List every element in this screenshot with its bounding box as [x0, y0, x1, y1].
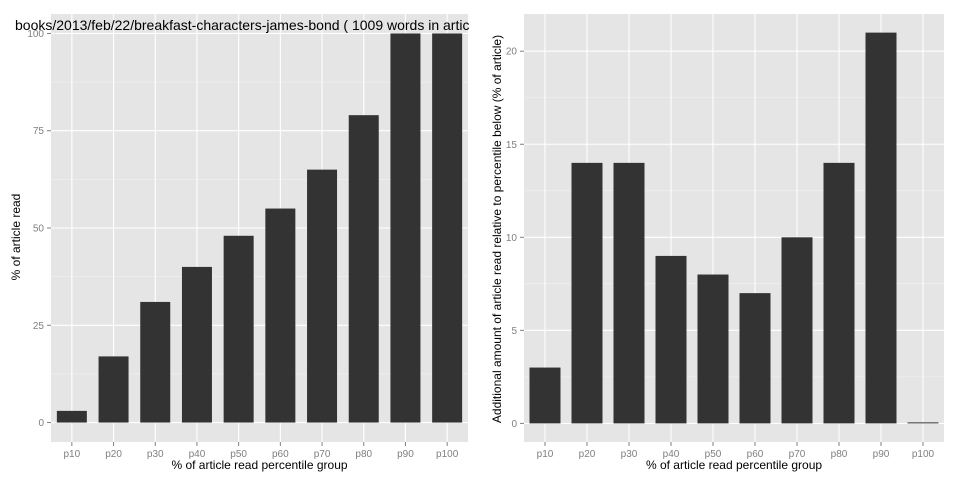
bar-p60: [265, 208, 296, 423]
bar-p40: [181, 266, 212, 423]
right-bars: [529, 32, 939, 424]
bar-p50: [223, 235, 254, 423]
y-tick-label: 15: [506, 140, 518, 151]
x-tick-label-p30: p30: [147, 449, 164, 460]
x-tick-label-p40: p40: [189, 449, 206, 460]
right-y-axis-title: Additional amount of article read relati…: [490, 35, 504, 423]
chart-right: 0 5 10 15 20 p10 p20 p30 p40 p50 p60 p70 p80 p90 p100…: [490, 14, 944, 472]
bar-p50: [697, 274, 729, 424]
x-tick-label-p90: p90: [873, 449, 890, 460]
x-tick-label-p20: p20: [105, 449, 122, 460]
bar-p10: [56, 410, 87, 423]
right-x-axis: p10 p20 p30 p40 p50 p60 p70 p80 p90 p100: [537, 442, 935, 460]
bar-p70: [781, 237, 813, 424]
left-chart-title: books/2013/feb/22/breakfast-characters-j…: [15, 17, 469, 33]
bar-p90: [865, 32, 897, 424]
x-tick-label-p60: p60: [272, 449, 289, 460]
bar-p20: [98, 356, 129, 423]
y-tick-label: 100: [27, 29, 44, 40]
y-tick-label: 0: [38, 418, 44, 429]
y-tick-label: 20: [506, 47, 518, 58]
bar-p30: [140, 301, 171, 423]
x-tick-label-p50: p50: [230, 449, 247, 460]
x-tick-label-p50: p50: [705, 449, 722, 460]
x-tick-label-p60: p60: [747, 449, 764, 460]
bar-p40: [655, 255, 687, 424]
x-tick-label-p40: p40: [663, 449, 680, 460]
left-x-axis: p10 p20 p30 p40 p50 p60 p70 p80 p90 p100: [64, 442, 459, 460]
bar-p30: [613, 162, 645, 424]
bar-p80: [348, 115, 379, 423]
left-y-axis-title: % of article read: [9, 194, 23, 281]
x-tick-label-p80: p80: [831, 449, 848, 460]
x-tick-label-p100: p100: [436, 449, 459, 460]
bar-p10: [529, 367, 561, 424]
bar-p20: [571, 162, 603, 424]
bar-p70: [307, 169, 338, 423]
y-tick-label: 50: [33, 224, 45, 235]
right-x-axis-title: % of article read percentile group: [646, 458, 822, 472]
left-y-axis: 0 25 50 75 100: [27, 29, 51, 429]
x-tick-label-p20: p20: [579, 449, 596, 460]
y-tick-label: 5: [511, 326, 517, 337]
x-tick-label-p10: p10: [64, 449, 81, 460]
y-tick-label: 10: [506, 233, 518, 244]
y-tick-label: 25: [33, 321, 45, 332]
bar-p80: [823, 162, 855, 424]
y-tick-label: 0: [511, 419, 517, 430]
bar-p100: [907, 422, 939, 424]
right-y-axis: 0 5 10 15 20: [506, 47, 524, 430]
x-tick-label-p70: p70: [789, 449, 806, 460]
x-tick-label-p100: p100: [912, 449, 935, 460]
x-tick-label-p30: p30: [621, 449, 638, 460]
x-tick-label-p90: p90: [397, 449, 414, 460]
bar-p100: [432, 33, 463, 423]
x-tick-label-p10: p10: [537, 449, 554, 460]
x-tick-label-p70: p70: [314, 449, 331, 460]
x-tick-label-p80: p80: [355, 449, 372, 460]
bar-p90: [390, 33, 421, 423]
y-tick-label: 75: [33, 126, 45, 137]
bar-p60: [739, 293, 771, 424]
left-bars: [56, 33, 463, 423]
left-x-axis-title: % of article read percentile group: [171, 458, 347, 472]
